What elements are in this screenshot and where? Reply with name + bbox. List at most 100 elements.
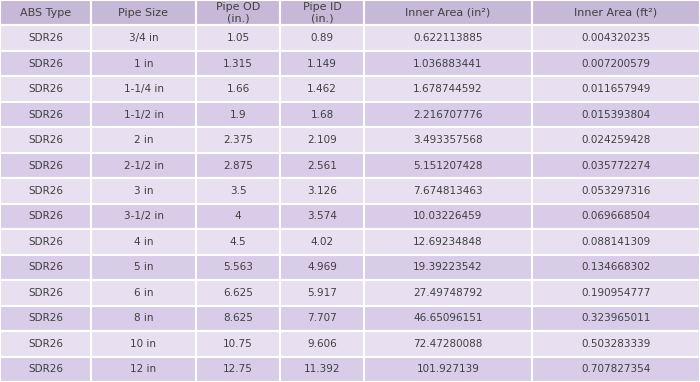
Bar bbox=[532, 356, 700, 382]
Bar bbox=[532, 127, 700, 153]
Bar bbox=[91, 51, 196, 76]
Bar bbox=[0, 204, 91, 229]
Text: SDR26: SDR26 bbox=[28, 160, 63, 170]
Text: Pipe Size: Pipe Size bbox=[118, 8, 169, 18]
Text: 3-1/2 in: 3-1/2 in bbox=[123, 212, 164, 222]
Bar bbox=[0, 229, 91, 255]
Bar bbox=[364, 26, 532, 51]
Bar bbox=[91, 255, 196, 280]
Text: Pipe ID
(in.): Pipe ID (in.) bbox=[302, 2, 342, 24]
Text: 0.707827354: 0.707827354 bbox=[581, 364, 651, 374]
Text: 8.625: 8.625 bbox=[223, 313, 253, 323]
Text: 12 in: 12 in bbox=[130, 364, 157, 374]
Text: 46.65096151: 46.65096151 bbox=[413, 313, 483, 323]
Bar bbox=[196, 76, 280, 102]
Bar bbox=[91, 331, 196, 356]
Bar bbox=[91, 280, 196, 306]
Bar bbox=[364, 178, 532, 204]
Bar bbox=[91, 306, 196, 331]
Bar bbox=[532, 102, 700, 127]
Bar bbox=[91, 26, 196, 51]
Bar bbox=[196, 127, 280, 153]
Text: 0.053297316: 0.053297316 bbox=[581, 186, 651, 196]
Bar bbox=[0, 255, 91, 280]
Bar bbox=[0, 102, 91, 127]
Bar bbox=[91, 204, 196, 229]
Bar bbox=[196, 153, 280, 178]
Bar bbox=[196, 204, 280, 229]
Text: 72.47280088: 72.47280088 bbox=[413, 339, 483, 349]
Text: 3/4 in: 3/4 in bbox=[129, 33, 158, 43]
Text: 4: 4 bbox=[234, 212, 241, 222]
Bar bbox=[196, 51, 280, 76]
Bar bbox=[532, 204, 700, 229]
Bar bbox=[0, 178, 91, 204]
Text: 0.015393804: 0.015393804 bbox=[582, 110, 650, 120]
Text: 0.134668302: 0.134668302 bbox=[581, 262, 651, 272]
Text: 8 in: 8 in bbox=[134, 313, 153, 323]
Text: 1.68: 1.68 bbox=[310, 110, 334, 120]
Bar bbox=[0, 280, 91, 306]
Bar bbox=[0, 153, 91, 178]
Bar bbox=[280, 76, 364, 102]
Text: 3 in: 3 in bbox=[134, 186, 153, 196]
Bar bbox=[280, 127, 364, 153]
Text: 2.561: 2.561 bbox=[307, 160, 337, 170]
Text: 1.05: 1.05 bbox=[226, 33, 250, 43]
Text: 1.66: 1.66 bbox=[226, 84, 250, 94]
Text: 1.9: 1.9 bbox=[230, 110, 246, 120]
Text: 10.75: 10.75 bbox=[223, 339, 253, 349]
Text: 1.315: 1.315 bbox=[223, 59, 253, 69]
Text: 1 in: 1 in bbox=[134, 59, 153, 69]
Bar bbox=[0, 76, 91, 102]
Bar bbox=[364, 127, 532, 153]
Bar bbox=[364, 51, 532, 76]
Bar bbox=[0, 127, 91, 153]
Text: 0.069668504: 0.069668504 bbox=[582, 212, 650, 222]
Text: 2-1/2 in: 2-1/2 in bbox=[123, 160, 164, 170]
Text: 0.622113885: 0.622113885 bbox=[413, 33, 483, 43]
Text: 7.707: 7.707 bbox=[307, 313, 337, 323]
Bar bbox=[280, 331, 364, 356]
Bar bbox=[532, 280, 700, 306]
Bar bbox=[280, 153, 364, 178]
Bar bbox=[0, 51, 91, 76]
Text: 3.5: 3.5 bbox=[230, 186, 246, 196]
Text: 1-1/2 in: 1-1/2 in bbox=[123, 110, 164, 120]
Text: SDR26: SDR26 bbox=[28, 212, 63, 222]
Text: SDR26: SDR26 bbox=[28, 364, 63, 374]
Bar bbox=[196, 331, 280, 356]
Text: 19.39223542: 19.39223542 bbox=[413, 262, 483, 272]
Text: 6 in: 6 in bbox=[134, 288, 153, 298]
Bar bbox=[91, 76, 196, 102]
Text: 2 in: 2 in bbox=[134, 135, 153, 145]
Text: 0.190954777: 0.190954777 bbox=[581, 288, 651, 298]
Text: 11.392: 11.392 bbox=[304, 364, 340, 374]
Bar bbox=[0, 356, 91, 382]
Text: 4.969: 4.969 bbox=[307, 262, 337, 272]
Bar bbox=[364, 153, 532, 178]
Text: 9.606: 9.606 bbox=[307, 339, 337, 349]
Bar bbox=[364, 331, 532, 356]
Text: ABS Type: ABS Type bbox=[20, 8, 71, 18]
Text: SDR26: SDR26 bbox=[28, 33, 63, 43]
Bar bbox=[196, 356, 280, 382]
Text: SDR26: SDR26 bbox=[28, 262, 63, 272]
Bar bbox=[280, 51, 364, 76]
Text: 0.024259428: 0.024259428 bbox=[581, 135, 651, 145]
Bar bbox=[364, 255, 532, 280]
Text: SDR26: SDR26 bbox=[28, 135, 63, 145]
Text: 2.375: 2.375 bbox=[223, 135, 253, 145]
Text: 0.323965011: 0.323965011 bbox=[581, 313, 651, 323]
Bar bbox=[364, 356, 532, 382]
Text: 1.036883441: 1.036883441 bbox=[413, 59, 483, 69]
Text: SDR26: SDR26 bbox=[28, 339, 63, 349]
Bar bbox=[364, 76, 532, 102]
Text: 5.917: 5.917 bbox=[307, 288, 337, 298]
Text: 0.89: 0.89 bbox=[310, 33, 334, 43]
Text: 10 in: 10 in bbox=[130, 339, 157, 349]
Text: 5.563: 5.563 bbox=[223, 262, 253, 272]
Bar bbox=[364, 306, 532, 331]
Text: 0.011657949: 0.011657949 bbox=[581, 84, 651, 94]
Bar bbox=[196, 229, 280, 255]
